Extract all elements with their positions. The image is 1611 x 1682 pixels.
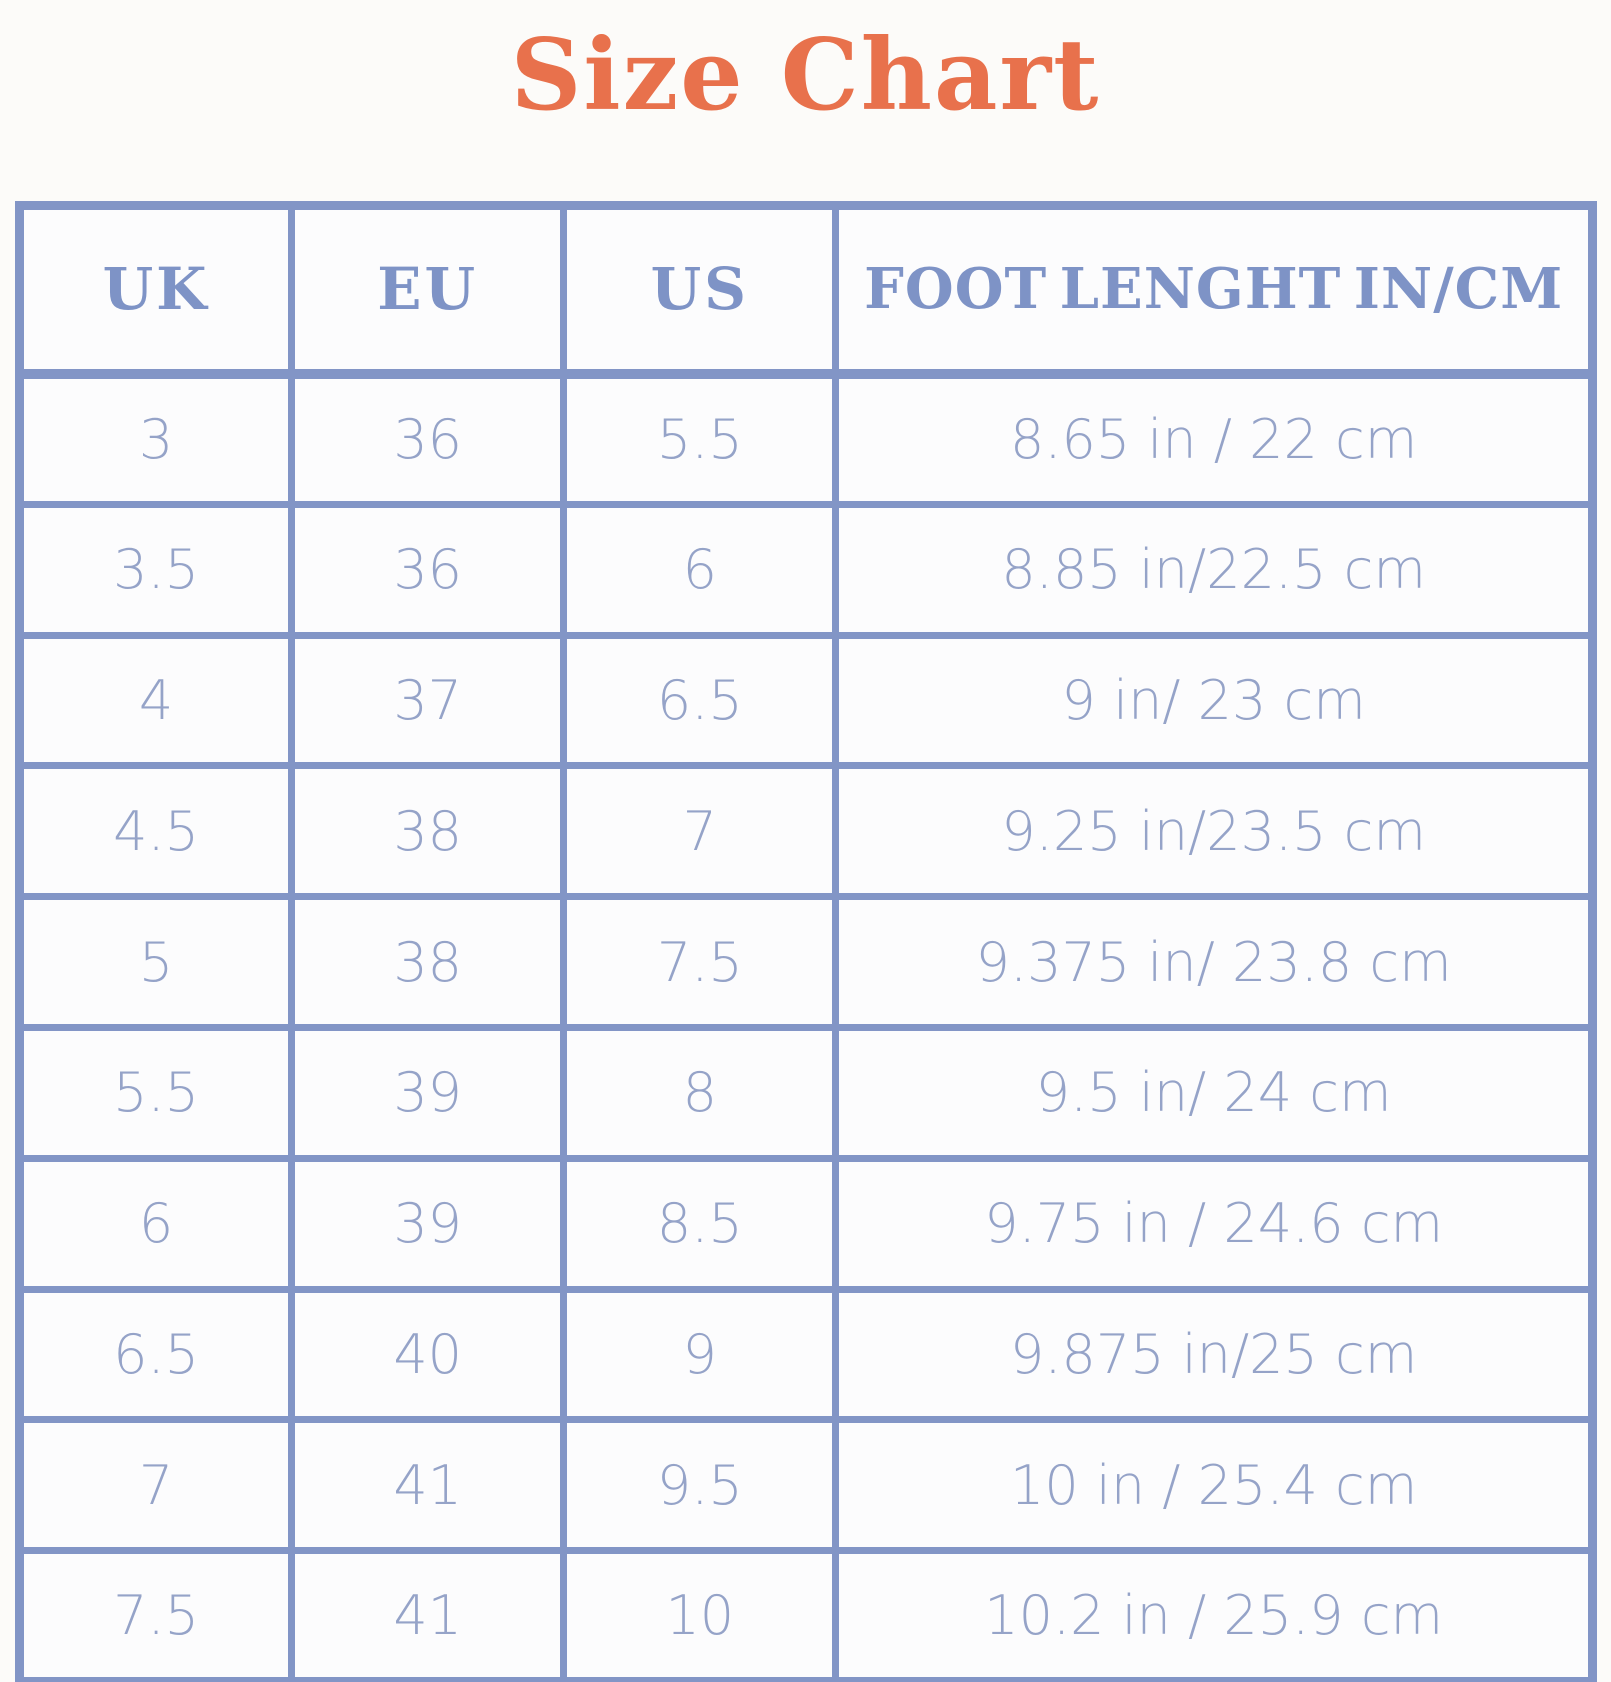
cell-us: 8 bbox=[560, 1023, 840, 1162]
cell-uk: 4.5 bbox=[15, 762, 296, 901]
table-row: 3 36 5.5 8.65 in / 22 cm bbox=[15, 370, 1596, 508]
cell-us: 9.5 bbox=[560, 1416, 840, 1555]
cell-foot: 9.375 in/ 23.8 cm bbox=[832, 893, 1596, 1031]
cell-us: 8.5 bbox=[560, 1154, 840, 1293]
table-body: 3 36 5.5 8.65 in / 22 cm 3.5 36 6 8.85 i… bbox=[15, 370, 1596, 1682]
cell-eu: 41 bbox=[288, 1547, 568, 1682]
cell-us: 9 bbox=[560, 1285, 840, 1424]
cell-us: 7 bbox=[560, 762, 840, 901]
cell-eu: 40 bbox=[288, 1285, 568, 1424]
table-row: 4 37 6.5 9 in/ 23 cm bbox=[15, 631, 1596, 770]
cell-eu: 38 bbox=[288, 893, 568, 1031]
cell-foot: 9.25 in/23.5 cm bbox=[832, 762, 1596, 901]
cell-us: 6.5 bbox=[560, 631, 840, 770]
table-row: 3.5 36 6 8.85 in/22.5 cm bbox=[15, 500, 1596, 639]
cell-uk: 4 bbox=[15, 631, 296, 770]
cell-eu: 41 bbox=[288, 1416, 568, 1555]
cell-foot: 8.85 in/22.5 cm bbox=[832, 500, 1596, 639]
cell-eu: 37 bbox=[288, 631, 568, 770]
cell-uk: 3.5 bbox=[15, 500, 296, 639]
column-header-foot-length: FOOT LENGHT IN/CM bbox=[832, 202, 1596, 379]
table-row: 7 41 9.5 10 in / 25.4 cm bbox=[15, 1416, 1596, 1555]
cell-eu: 36 bbox=[288, 500, 568, 639]
size-chart-table: UK EU US FOOT LENGHT IN/CM 3 36 5.5 8.65… bbox=[15, 201, 1597, 1682]
cell-us: 6 bbox=[560, 500, 840, 639]
cell-eu: 36 bbox=[288, 370, 568, 508]
cell-us: 10 bbox=[560, 1547, 840, 1682]
column-header-uk: UK bbox=[15, 202, 296, 379]
size-chart-page: Size Chart UK EU US FOOT LENGHT IN/CM 3 … bbox=[0, 18, 1611, 1682]
cell-uk: 7 bbox=[15, 1416, 296, 1555]
cell-uk: 6.5 bbox=[15, 1285, 296, 1424]
table-row: 7.5 41 10 10.2 in / 25.9 cm bbox=[15, 1547, 1596, 1682]
cell-uk: 7.5 bbox=[15, 1547, 296, 1682]
column-header-us: US bbox=[560, 202, 840, 379]
cell-foot: 9 in/ 23 cm bbox=[832, 631, 1596, 770]
cell-foot: 10.2 in / 25.9 cm bbox=[832, 1547, 1596, 1682]
cell-us: 5.5 bbox=[560, 370, 840, 508]
cell-foot: 9.875 in/25 cm bbox=[832, 1285, 1596, 1424]
cell-eu: 38 bbox=[288, 762, 568, 901]
cell-uk: 5.5 bbox=[15, 1023, 296, 1162]
table-row: 5 38 7.5 9.375 in/ 23.8 cm bbox=[15, 893, 1596, 1031]
table-header: UK EU US FOOT LENGHT IN/CM bbox=[15, 202, 1596, 379]
page-title: Size Chart bbox=[510, 18, 1101, 133]
cell-foot: 8.65 in / 22 cm bbox=[832, 370, 1596, 508]
table-row: 6.5 40 9 9.875 in/25 cm bbox=[15, 1285, 1596, 1424]
cell-foot: 10 in / 25.4 cm bbox=[832, 1416, 1596, 1555]
table-row: 6 39 8.5 9.75 in / 24.6 cm bbox=[15, 1154, 1596, 1293]
column-header-eu: EU bbox=[288, 202, 568, 379]
cell-us: 7.5 bbox=[560, 893, 840, 1031]
cell-foot: 9.75 in / 24.6 cm bbox=[832, 1154, 1596, 1293]
cell-uk: 6 bbox=[15, 1154, 296, 1293]
cell-uk: 3 bbox=[15, 370, 296, 508]
cell-foot: 9.5 in/ 24 cm bbox=[832, 1023, 1596, 1162]
table-row: 5.5 39 8 9.5 in/ 24 cm bbox=[15, 1023, 1596, 1162]
cell-eu: 39 bbox=[288, 1154, 568, 1293]
table-row: 4.5 38 7 9.25 in/23.5 cm bbox=[15, 762, 1596, 901]
header-row: UK EU US FOOT LENGHT IN/CM bbox=[15, 202, 1596, 379]
cell-eu: 39 bbox=[288, 1023, 568, 1162]
cell-uk: 5 bbox=[15, 893, 296, 1031]
